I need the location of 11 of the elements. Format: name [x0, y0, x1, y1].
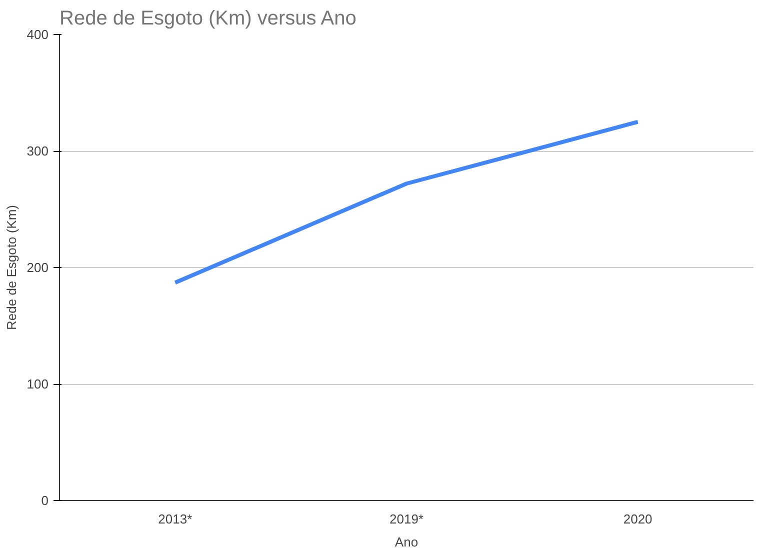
y-tick-label: 200 [26, 260, 49, 275]
y-tick-label: 400 [26, 27, 49, 42]
x-tick-label: 2013* [158, 512, 192, 526]
x-tick-label: 2019* [390, 512, 424, 526]
x-axis-title: Ano [394, 534, 418, 550]
y-tick-label: 0 [41, 493, 49, 508]
x-tick-label: 2020 [623, 512, 652, 526]
y-axis-title: Rede de Esgoto (Km) [4, 204, 19, 330]
chart-title: Rede de Esgoto (Km) versus Ano [60, 8, 356, 30]
y-tick-label: 300 [26, 144, 49, 158]
y-tick-label: 100 [26, 376, 49, 392]
